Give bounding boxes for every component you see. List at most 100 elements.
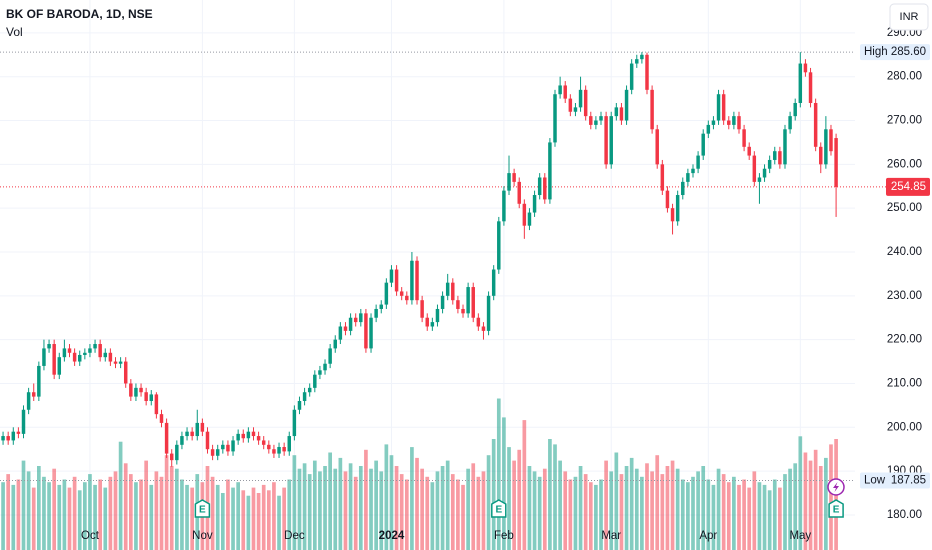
volume-bar <box>471 463 476 550</box>
candle-body <box>98 344 102 358</box>
candle-body <box>384 282 389 305</box>
volume-bar <box>318 471 322 550</box>
volume-bar <box>11 484 16 550</box>
event-badge[interactable] <box>828 499 844 518</box>
high-tag-value: 285.60 <box>891 46 926 58</box>
volume-bar <box>629 457 634 550</box>
candle-body <box>706 124 711 134</box>
candle-body <box>435 308 440 323</box>
volume-bar <box>164 455 169 550</box>
volume-bar <box>88 474 92 550</box>
x-tick-label: Apr <box>699 530 717 542</box>
candle-body <box>215 449 220 456</box>
candle-body <box>737 116 741 130</box>
candle-body <box>399 291 404 296</box>
candle-body <box>451 282 455 301</box>
candle-body <box>144 392 148 401</box>
candle-body <box>788 116 792 130</box>
volume-bar <box>532 471 537 550</box>
volume-bar <box>266 490 271 550</box>
currency-button-text[interactable]: INR <box>900 11 919 23</box>
candle-body <box>374 308 378 318</box>
candle-body <box>236 433 240 441</box>
volume-bar <box>174 468 179 550</box>
volume-bar <box>98 479 103 550</box>
candle-body <box>824 129 828 165</box>
volume-bar <box>26 471 31 550</box>
candle-body <box>323 363 327 371</box>
volume-bar <box>737 484 741 550</box>
candle-body <box>57 357 62 375</box>
volume-bar <box>394 466 399 550</box>
candle-body <box>696 155 700 169</box>
volume-bar <box>742 479 746 550</box>
volume-bar <box>670 460 675 550</box>
candle-body <box>594 120 598 125</box>
candle-body <box>292 409 297 437</box>
volume-bar <box>721 474 726 550</box>
volume-bar <box>573 476 578 550</box>
volume-bar <box>1 482 5 550</box>
candle-body <box>430 322 435 327</box>
candle-body <box>210 449 215 456</box>
axis-layer: 180.00190.00200.00210.00220.00230.00240.… <box>81 27 930 542</box>
volume-bar <box>210 476 215 550</box>
volume-bar <box>134 482 138 550</box>
volume-bar <box>476 476 481 550</box>
candle-body <box>190 431 194 437</box>
alert-icon[interactable] <box>827 478 845 496</box>
currency-button-frame[interactable] <box>889 3 929 31</box>
volume-bar <box>312 460 317 550</box>
volume-bar <box>118 441 123 550</box>
volume-bar <box>732 476 736 550</box>
event-badge-label[interactable]: E <box>199 505 206 516</box>
candle-body <box>353 317 358 323</box>
volume-bar <box>645 463 649 550</box>
volume-bar <box>251 487 256 550</box>
candle-body <box>77 354 82 362</box>
y-tick-label: 250.00 <box>887 202 922 214</box>
high-tag-name: High <box>864 46 888 58</box>
volume-bar <box>588 482 593 550</box>
volume-bar <box>568 479 573 550</box>
volume-bar <box>190 487 194 550</box>
candle-body <box>405 295 409 301</box>
candle-body <box>154 394 159 415</box>
currency-button[interactable]: INR <box>889 3 929 31</box>
volume-bar <box>701 466 706 550</box>
volume-bar <box>486 455 491 550</box>
candle-body <box>517 181 521 204</box>
candle-body <box>778 151 782 165</box>
x-tick-label: 2024 <box>379 530 405 542</box>
volume-bar <box>420 468 424 550</box>
volume-bar <box>272 482 276 550</box>
low-tag-name: Low <box>864 475 886 487</box>
event-badge[interactable] <box>194 499 211 518</box>
candle-body <box>461 308 465 314</box>
event-badge[interactable] <box>491 499 507 518</box>
volume-bar <box>665 466 670 550</box>
volume-bar <box>154 471 159 550</box>
volume-bar <box>583 474 588 550</box>
event-badge-label[interactable]: E <box>495 505 502 516</box>
volume-bar <box>604 460 608 550</box>
candle-body <box>834 138 838 187</box>
candle-body <box>686 173 690 182</box>
volume-bar <box>261 484 266 550</box>
event-badge-label[interactable]: E <box>833 505 840 516</box>
candle-body <box>716 94 721 121</box>
volume-bar <box>220 493 225 550</box>
candle-body <box>338 326 343 340</box>
candle-body <box>251 431 256 437</box>
candle-body <box>583 89 588 117</box>
candle-body <box>604 116 608 165</box>
candle-body <box>527 212 532 226</box>
volume-bar <box>16 479 21 550</box>
volume-bar <box>614 452 619 550</box>
alert-icon-bolt[interactable] <box>833 482 839 492</box>
candle-body <box>302 392 307 401</box>
candle-body <box>246 431 251 439</box>
candle-body <box>26 392 31 410</box>
candle-body <box>532 195 537 213</box>
